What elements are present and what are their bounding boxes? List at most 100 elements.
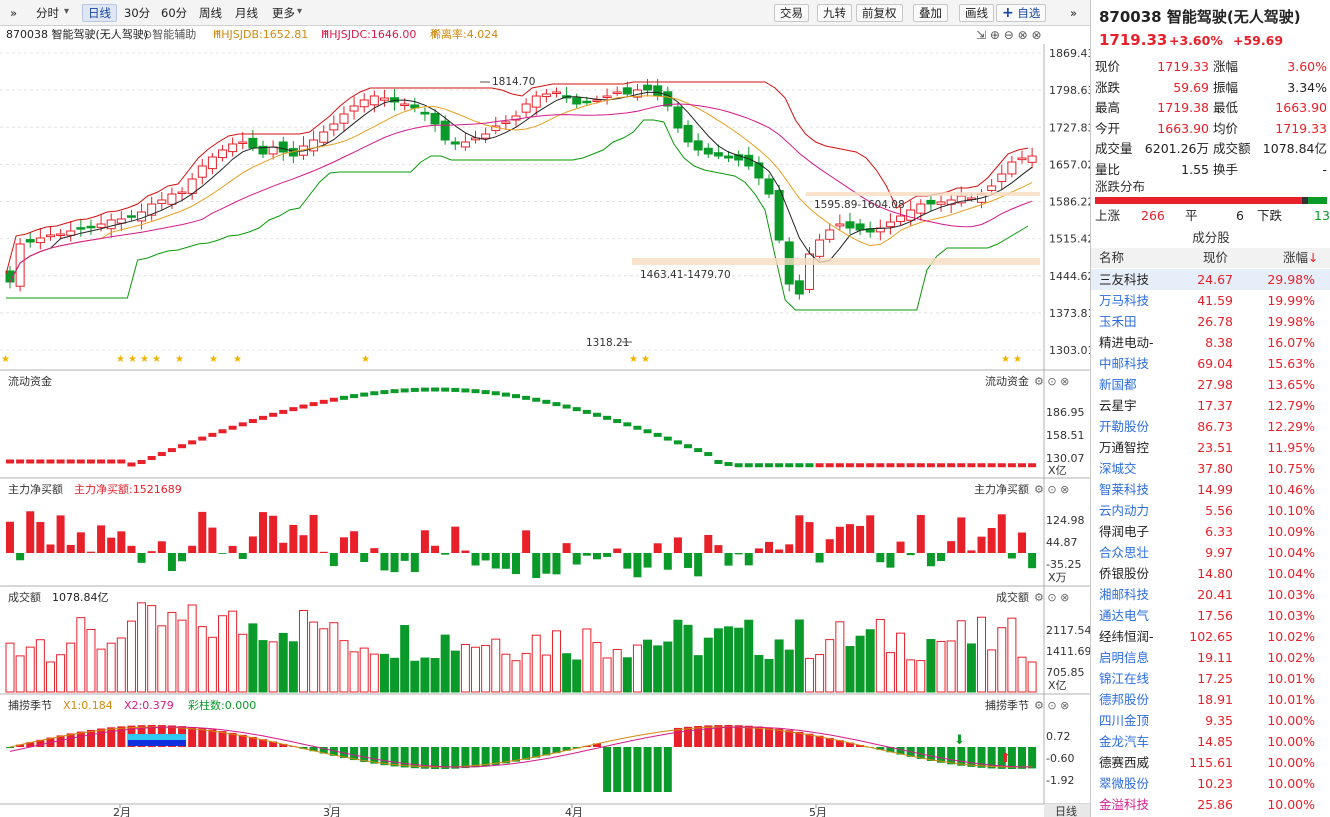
component-row[interactable]: 四川金顶 9.35 10.00% (1091, 710, 1330, 731)
component-row[interactable]: 侨银股份 14.80 10.04% (1091, 563, 1330, 584)
component-row[interactable]: 得润电子 6.33 10.09% (1091, 521, 1330, 542)
flow-bar (228, 425, 237, 430)
net-buy-bar (400, 553, 409, 561)
component-row[interactable]: 万通智控 23.51 11.95% (1091, 437, 1330, 458)
candle-body (794, 280, 804, 295)
component-row[interactable]: 金龙汽车 14.85 10.00% (1091, 731, 1330, 752)
volume-bar (238, 633, 248, 693)
component-row[interactable]: 深城交 37.80 10.75% (1091, 458, 1330, 479)
component-row[interactable]: 合众思壮 9.97 10.04% (1091, 542, 1330, 563)
component-row[interactable]: 启明信息 19.11 10.02% (1091, 647, 1330, 668)
candle-body (238, 141, 248, 144)
col-name[interactable]: 名称 (1099, 250, 1125, 265)
indicator-bar (724, 725, 733, 747)
trade-button[interactable]: 交易 (774, 4, 809, 22)
adjust-button[interactable]: 前复权 (856, 4, 903, 22)
add-watchlist-button[interactable]: + 自选 (996, 4, 1047, 22)
candle-body (885, 221, 895, 228)
net-buy-bar (582, 553, 591, 556)
component-row[interactable]: 锦江在线 17.25 10.01% (1091, 668, 1330, 689)
tab-monthly[interactable]: 月线 (235, 6, 258, 20)
candle-body (481, 133, 491, 139)
component-row[interactable]: 智莱科技 14.99 10.46% (1091, 479, 1330, 500)
stock-price: 115.61 (1189, 755, 1233, 770)
flow-bar (866, 463, 875, 468)
col-price[interactable]: 现价 (1203, 250, 1229, 265)
draw-button[interactable]: 画线 (959, 4, 994, 22)
kline-chart[interactable]: 1869.43 1798.63 1727.83 1657.02 1586.22 1515.… (0, 44, 1090, 817)
stock-name: 云星宇 (1099, 398, 1137, 413)
flow-bar (835, 463, 844, 468)
volume-bar (76, 617, 86, 693)
tab-timeshare[interactable]: 分时 (36, 6, 59, 20)
flow-bar (420, 387, 429, 392)
flow-bar (876, 463, 885, 468)
flow-bar (603, 415, 612, 420)
candle-body (724, 155, 734, 159)
volume-bar (218, 615, 228, 693)
unit-label: X万 (1048, 571, 1067, 584)
flow-bar (542, 399, 551, 404)
flow-bar (825, 463, 834, 468)
component-row[interactable]: 金溢科技 25.86 10.00% (1091, 794, 1330, 815)
component-row[interactable]: 精进电动- 8.38 16.07% (1091, 332, 1330, 353)
component-row[interactable]: 通达电气 17.56 10.03% (1091, 605, 1330, 626)
component-row[interactable]: 新国都 27.98 13.65% (1091, 374, 1330, 395)
candle-body (137, 211, 147, 222)
panel-label: 主力净买额 (974, 482, 1029, 496)
component-row[interactable]: 经纬恒润- 102.65 10.02% (1091, 626, 1330, 647)
component-row[interactable]: 云星宇 17.37 12.79% (1091, 395, 1330, 416)
stock-name: 启明信息 (1099, 650, 1150, 665)
expand-icon[interactable]: » (1070, 6, 1078, 20)
stock-name: 经纬恒润- (1099, 629, 1154, 644)
indicator-bar (299, 747, 308, 749)
net-buy-bar (562, 543, 571, 553)
stock-change: 10.04% (1267, 566, 1315, 581)
component-row[interactable]: 翠微股份 10.23 10.00% (1091, 773, 1330, 794)
tab-more[interactable]: 更多 (272, 6, 295, 20)
component-row[interactable]: 云内动力 5.56 10.10% (1091, 500, 1330, 521)
overlay-button[interactable]: 叠加 (913, 4, 948, 22)
collapse-icon[interactable]: » (10, 6, 18, 20)
component-row[interactable]: 三友科技 24.67 29.98% (1091, 269, 1330, 290)
col-change[interactable]: 涨幅↓ (1283, 248, 1319, 268)
indicator-bar (198, 728, 207, 747)
indicator-bar (451, 747, 460, 769)
component-row[interactable]: 德邦股份 18.91 10.01% (1091, 689, 1330, 710)
panel-value: 彩柱数:0.000 (188, 698, 256, 712)
component-row[interactable]: 湘邮科技 20.41 10.03% (1091, 584, 1330, 605)
y-tick-label: 158.51 (1046, 429, 1085, 442)
net-buy-bar (339, 537, 348, 553)
indicator-bar (420, 747, 429, 769)
stock-price: 17.37 (1197, 398, 1233, 413)
component-row[interactable]: 玉禾田 26.78 19.98% (1091, 311, 1330, 332)
stock-price: 9.35 (1205, 713, 1233, 728)
component-row[interactable]: 中邮科技 69.04 15.63% (1091, 353, 1330, 374)
component-row[interactable]: 万马科技 41.59 19.99% (1091, 290, 1330, 311)
chevron-down-icon[interactable]: ▾ (297, 6, 303, 17)
net-buy-bar (673, 537, 682, 553)
flow-bar (198, 436, 207, 441)
upper-band-line (5, 81, 1029, 275)
rise-label: 上涨 (1095, 208, 1121, 223)
tab-daily[interactable]: 日线 (82, 4, 117, 22)
component-row[interactable]: 开勒股份 86.73 12.29% (1091, 416, 1330, 437)
last-price: 1719.33 (1099, 31, 1168, 49)
tab-60min[interactable]: 60分 (161, 6, 188, 20)
chart-controls[interactable]: ⇲ ⊕ ⊖ ⊗ ⊗ (976, 28, 1042, 42)
assist-toggle[interactable]: ⊙ 智能辅助 (143, 26, 196, 44)
dropdown-icon[interactable]: ▾ (64, 6, 70, 17)
component-row[interactable]: 德赛西威 115.61 10.00% (1091, 752, 1330, 773)
quote-label: 涨幅 (1213, 59, 1239, 74)
flow-bar (178, 444, 187, 449)
net-buy-bar (947, 541, 956, 553)
stock-change: 10.09% (1267, 524, 1315, 539)
nine-turn-button[interactable]: 九转 (817, 4, 852, 22)
indicator-bar (896, 747, 905, 755)
tab-30min[interactable]: 30分 (124, 6, 151, 20)
volume-bar (977, 616, 987, 693)
net-buy-bar (431, 545, 440, 553)
tab-weekly[interactable]: 周线 (199, 6, 222, 20)
net-buy-bar (603, 553, 612, 557)
volume-bar (1007, 617, 1017, 693)
